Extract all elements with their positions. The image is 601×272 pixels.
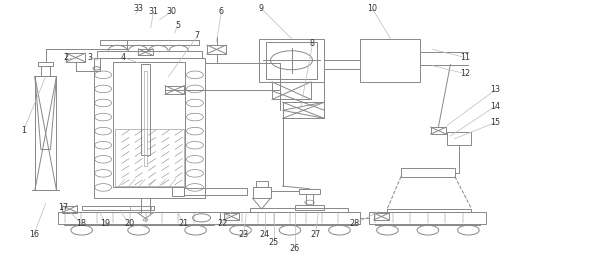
Bar xyxy=(94,57,204,198)
Text: 11: 11 xyxy=(460,53,471,62)
Text: 13: 13 xyxy=(490,85,501,94)
Bar xyxy=(97,51,201,57)
Text: 1: 1 xyxy=(21,126,26,135)
Bar xyxy=(401,168,455,177)
Text: 3: 3 xyxy=(87,53,92,62)
Text: 4: 4 xyxy=(121,53,126,62)
Text: 8: 8 xyxy=(310,39,315,48)
Bar xyxy=(370,212,486,224)
Bar xyxy=(224,213,239,220)
Bar xyxy=(249,208,349,212)
Text: 23: 23 xyxy=(239,230,249,239)
Bar xyxy=(66,53,85,62)
Text: 14: 14 xyxy=(490,102,501,111)
Bar xyxy=(282,102,325,118)
Text: 31: 31 xyxy=(148,7,159,16)
Bar xyxy=(207,45,226,54)
Bar xyxy=(171,187,183,196)
Bar xyxy=(141,64,150,155)
Text: 6: 6 xyxy=(219,7,224,16)
Text: 17: 17 xyxy=(58,203,69,212)
Text: 28: 28 xyxy=(349,220,359,228)
Bar xyxy=(361,39,421,82)
Bar xyxy=(100,41,198,45)
Bar xyxy=(130,206,151,210)
Bar xyxy=(306,194,313,205)
Bar xyxy=(374,213,389,220)
Text: 24: 24 xyxy=(260,230,270,239)
Text: 15: 15 xyxy=(490,118,501,127)
Bar xyxy=(165,86,184,94)
Bar xyxy=(183,188,246,195)
Bar xyxy=(299,189,320,194)
Text: 18: 18 xyxy=(77,220,87,228)
Bar xyxy=(272,82,311,100)
Text: 20: 20 xyxy=(124,220,135,228)
Text: 21: 21 xyxy=(178,220,189,228)
Text: 9: 9 xyxy=(259,4,264,13)
Bar xyxy=(447,132,471,146)
Bar xyxy=(115,129,183,186)
Text: 25: 25 xyxy=(269,238,279,248)
Bar xyxy=(294,205,325,211)
Text: 5: 5 xyxy=(175,21,180,30)
Bar xyxy=(62,206,78,213)
Text: 30: 30 xyxy=(166,7,177,16)
Text: 33: 33 xyxy=(133,4,144,13)
Bar xyxy=(38,61,53,66)
Text: 12: 12 xyxy=(460,69,471,78)
Bar xyxy=(388,209,471,212)
Bar xyxy=(258,39,325,82)
Bar xyxy=(41,66,50,76)
Bar xyxy=(113,61,185,187)
Text: 10: 10 xyxy=(367,4,377,13)
Text: 2: 2 xyxy=(63,53,68,62)
Bar xyxy=(266,42,317,79)
Bar xyxy=(255,181,267,187)
Bar xyxy=(82,206,154,211)
Bar xyxy=(35,76,56,190)
Text: 16: 16 xyxy=(29,230,38,239)
Bar xyxy=(252,187,270,198)
Text: 26: 26 xyxy=(290,244,299,253)
Bar xyxy=(219,212,361,224)
Bar xyxy=(58,212,219,224)
Bar xyxy=(430,127,446,134)
Text: 22: 22 xyxy=(218,220,228,228)
Bar xyxy=(144,71,147,166)
Text: 27: 27 xyxy=(310,230,320,239)
Bar xyxy=(138,49,153,55)
Text: 19: 19 xyxy=(100,220,111,228)
Text: 7: 7 xyxy=(195,31,200,40)
